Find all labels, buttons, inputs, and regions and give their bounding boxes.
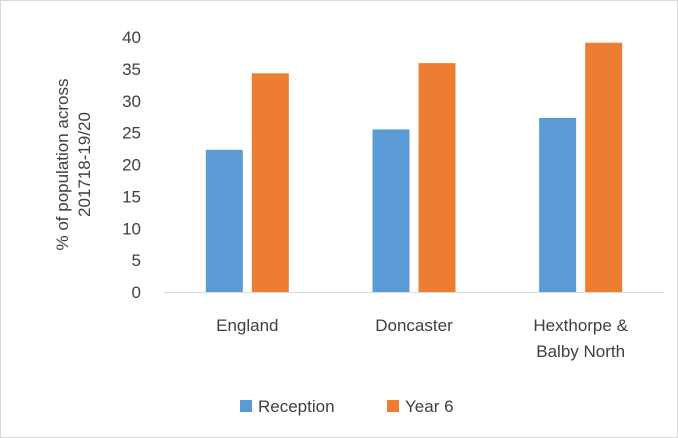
x-category-label: England: [216, 316, 278, 335]
y-axis-ticks: 0 5 10 15 20 25 30 35 40: [122, 28, 141, 302]
bar-year-6: [251, 73, 289, 293]
y-tick-label: 40: [122, 28, 141, 47]
x-category-label: Hexthorpe &: [533, 316, 628, 335]
bar-year-6: [585, 42, 623, 292]
bar-reception: [205, 149, 243, 292]
y-tick-label: 25: [122, 124, 141, 143]
bars: [205, 42, 623, 293]
y-tick-label: 20: [122, 156, 141, 175]
legend-label: Year 6: [405, 397, 454, 416]
y-axis-title-line: 201718-19/20: [75, 112, 94, 217]
y-tick-label: 10: [122, 219, 141, 238]
legend: Reception Year 6: [240, 397, 454, 416]
y-tick-label: 30: [122, 92, 141, 111]
x-category-label: Balby North: [536, 342, 625, 361]
bar-reception: [539, 117, 577, 293]
bar-year-6: [418, 63, 456, 293]
x-category-label: Doncaster: [375, 316, 453, 335]
y-axis-title: % of population across 201718-19/20: [53, 79, 94, 251]
y-tick-label: 0: [132, 283, 141, 302]
bar-reception: [372, 129, 410, 292]
legend-swatch: [240, 400, 252, 412]
y-tick-label: 15: [122, 187, 141, 206]
legend-swatch: [387, 400, 399, 412]
y-tick-label: 5: [132, 251, 141, 270]
y-tick-label: 35: [122, 60, 141, 79]
x-axis-labels: England Doncaster Hexthorpe & Balby North: [216, 316, 628, 361]
y-axis-title-line: % of population across: [53, 79, 72, 251]
legend-label: Reception: [258, 397, 335, 416]
